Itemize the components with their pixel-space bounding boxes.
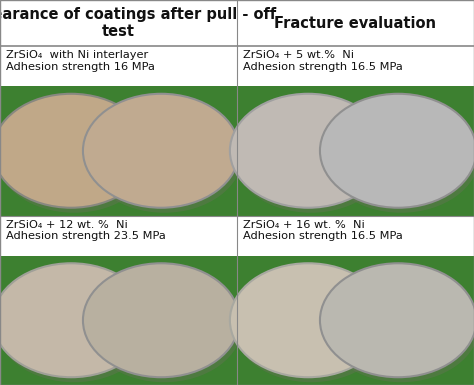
Ellipse shape [0, 99, 152, 213]
Ellipse shape [0, 268, 152, 382]
Ellipse shape [83, 94, 239, 208]
Ellipse shape [233, 99, 389, 213]
Ellipse shape [323, 268, 474, 382]
Text: Appearance of coatings after pull - off
test: Appearance of coatings after pull - off … [0, 7, 277, 39]
Ellipse shape [86, 99, 242, 213]
Bar [237, 256, 474, 385]
Ellipse shape [230, 94, 386, 208]
Bar [237, 46, 474, 86]
Bar [0, 216, 237, 256]
Text: ZrSiO₄ + 16 wt. %  Ni
Adhesion strength 16.5 MPa: ZrSiO₄ + 16 wt. % Ni Adhesion strength 1… [243, 219, 403, 241]
Ellipse shape [320, 263, 474, 377]
Ellipse shape [0, 263, 149, 377]
Ellipse shape [323, 99, 474, 213]
Bar [0, 0, 474, 46]
Bar [237, 86, 474, 216]
Ellipse shape [230, 263, 386, 377]
Ellipse shape [320, 94, 474, 208]
Bar [0, 256, 237, 385]
Bar [0, 86, 237, 216]
Ellipse shape [233, 268, 389, 382]
Bar [237, 216, 474, 256]
Text: ZrSiO₄  with Ni interlayer
Adhesion strength 16 MPa: ZrSiO₄ with Ni interlayer Adhesion stren… [6, 50, 155, 72]
Text: Fracture evaluation: Fracture evaluation [274, 15, 437, 30]
Ellipse shape [86, 268, 242, 382]
Text: ZrSiO₄ + 12 wt. %  Ni
Adhesion strength 23.5 MPa: ZrSiO₄ + 12 wt. % Ni Adhesion strength 2… [6, 219, 166, 241]
Bar [0, 46, 237, 86]
Text: ZrSiO₄ + 5 wt.%  Ni
Adhesion strength 16.5 MPa: ZrSiO₄ + 5 wt.% Ni Adhesion strength 16.… [243, 50, 403, 72]
Ellipse shape [83, 263, 239, 377]
Ellipse shape [0, 94, 149, 208]
